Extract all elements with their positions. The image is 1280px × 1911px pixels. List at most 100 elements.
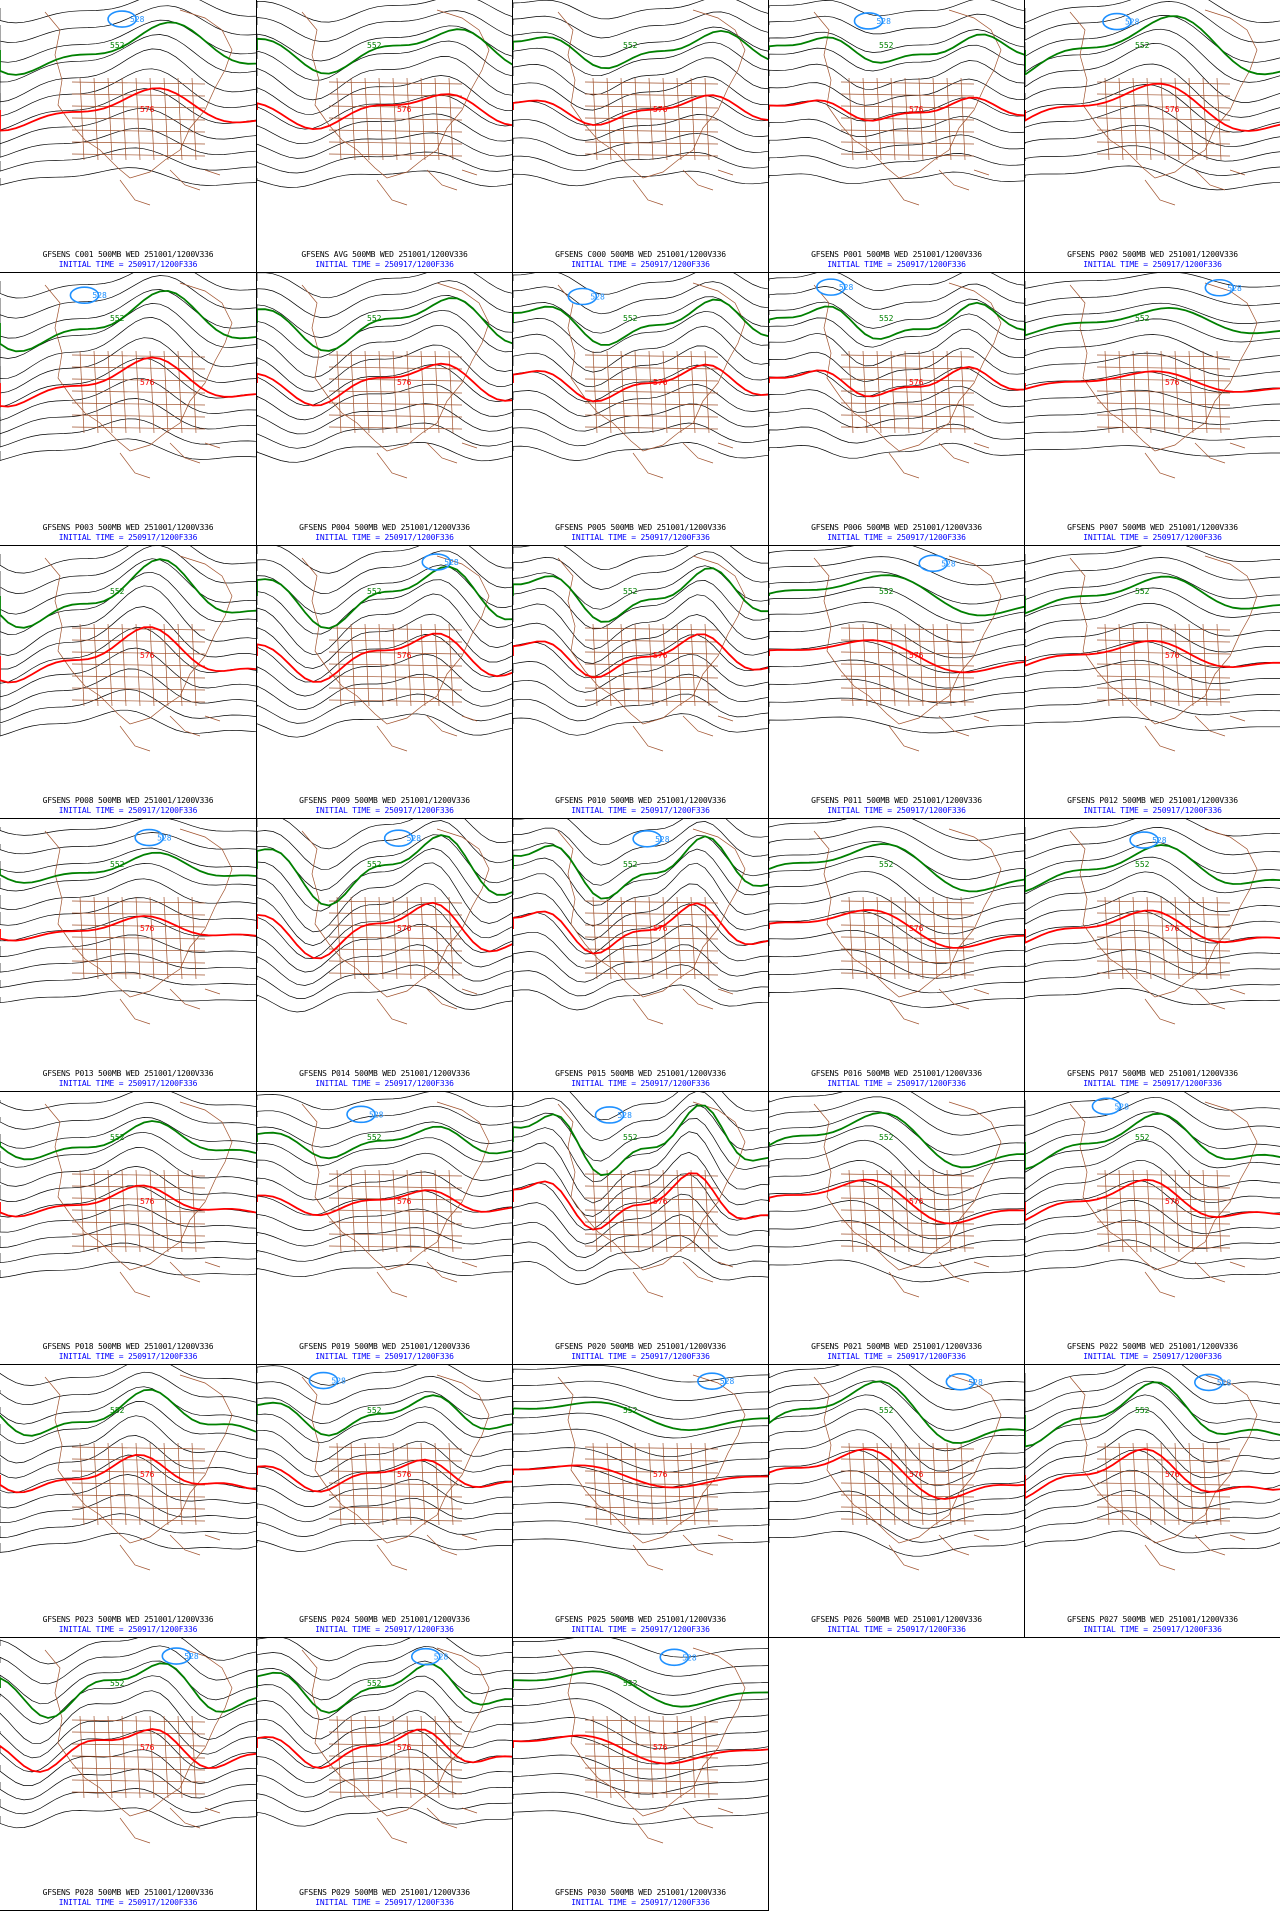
height-contour-line — [513, 151, 768, 172]
contour-552 — [513, 29, 768, 70]
state-boundary — [704, 1715, 710, 1799]
state-boundary — [1118, 623, 1124, 707]
state-boundary — [328, 651, 463, 655]
state-boundary — [704, 623, 710, 707]
state-boundary — [434, 1442, 440, 1526]
height-contour-line — [769, 1510, 1024, 1543]
state-boundary — [584, 366, 719, 370]
label-552: 552 — [1135, 41, 1150, 50]
height-contours — [513, 546, 768, 736]
contour-528 — [107, 10, 137, 28]
state-boundary — [584, 1506, 719, 1510]
height-contour-line — [0, 1768, 256, 1801]
label-576: 576 — [397, 105, 412, 114]
state-boundary — [584, 972, 719, 976]
state-boundary — [584, 687, 719, 691]
ensemble-panel: 552 576 528 GFSENS P025 500MB WED 251001/12… — [513, 1365, 769, 1638]
state-boundary — [876, 1169, 882, 1253]
state-boundary — [1096, 1209, 1231, 1213]
state-boundary — [840, 366, 975, 370]
state-boundary — [1202, 1442, 1208, 1526]
state-boundary — [584, 663, 719, 667]
height-contours — [513, 1638, 768, 1825]
contour-576 — [1025, 1448, 1280, 1500]
state-boundary — [71, 687, 206, 691]
state-boundary — [1118, 896, 1124, 980]
height-contours — [513, 0, 768, 187]
state-boundary — [676, 350, 682, 434]
height-contour-line — [257, 1478, 512, 1507]
state-boundary — [191, 77, 197, 161]
contour-576 — [769, 96, 1024, 122]
label-528: 528 — [655, 835, 670, 844]
height-contour-line — [1025, 1366, 1280, 1413]
contour-576 — [257, 1189, 512, 1217]
state-boundary — [946, 623, 952, 707]
state-boundary — [584, 1767, 719, 1771]
height-contour-line — [1025, 1365, 1280, 1393]
state-boundary — [350, 896, 356, 980]
caribbean-islands — [632, 169, 734, 206]
state-boundary — [79, 77, 85, 161]
height-contour-line — [257, 132, 512, 159]
state-boundary — [71, 1209, 206, 1213]
height-contour-line — [0, 1675, 256, 1725]
state-boundary — [1096, 105, 1231, 109]
height-contour-line — [513, 1502, 768, 1520]
state-boundary — [434, 1169, 440, 1253]
initial-time: INITIAL TIME = 250917/1200F336 — [315, 1898, 454, 1907]
coastline — [813, 1374, 1002, 1544]
height-contour-line — [0, 108, 256, 145]
height-contour-line — [769, 423, 1024, 444]
height-contour-line — [513, 1638, 768, 1658]
height-contour-line — [1025, 1259, 1280, 1280]
label-528: 528 — [331, 1377, 346, 1386]
height-contour-line — [1025, 621, 1280, 653]
state-boundary — [584, 924, 719, 928]
coastline — [557, 1101, 746, 1271]
state-boundary — [328, 687, 463, 691]
contour-552 — [0, 21, 256, 76]
state-boundary — [862, 77, 868, 161]
label-528: 528 — [617, 1111, 632, 1120]
height-contour-line — [769, 44, 1024, 72]
height-contour-line — [513, 1118, 768, 1183]
ensemble-panel: 552 576 528 GFSENS P027 500MB WED 251001/12… — [1025, 1365, 1280, 1638]
label-528: 528 — [968, 1378, 983, 1387]
height-map: 552 576 — [769, 1092, 1024, 1298]
height-contour-line — [257, 1227, 512, 1247]
state-boundary — [584, 960, 719, 964]
height-contour-line — [0, 546, 256, 594]
state-boundary — [1118, 77, 1124, 161]
state-boundary — [328, 639, 463, 643]
height-map: 552 576 — [513, 0, 768, 206]
label-576: 576 — [397, 1470, 412, 1479]
state-boundary — [71, 366, 206, 370]
coastline — [813, 9, 1002, 179]
height-contour-line — [0, 289, 256, 339]
state-boundary — [79, 1169, 85, 1253]
caribbean-islands — [1144, 988, 1246, 1025]
state-boundary — [448, 623, 454, 707]
state-boundary — [1096, 1197, 1231, 1201]
north-america-outline — [1069, 1374, 1258, 1571]
state-boundary — [163, 77, 169, 161]
height-contour-line — [0, 1386, 256, 1425]
label-552: 552 — [623, 860, 638, 869]
label-528: 528 — [1217, 1378, 1232, 1387]
state-boundary — [163, 1442, 169, 1526]
north-america-outline — [813, 555, 1002, 752]
label-528: 528 — [369, 1110, 384, 1119]
state-boundary — [592, 1442, 598, 1526]
height-contour-line — [1025, 587, 1280, 618]
ensemble-panel: 552 576 528 GFSENS P002 500MB WED 251001/12… — [1025, 0, 1280, 273]
state-boundary — [71, 402, 206, 406]
height-map: 552 576 528 — [769, 1365, 1024, 1571]
height-contour-line — [513, 281, 768, 315]
height-contour-line — [257, 1638, 512, 1662]
state-boundary — [71, 1518, 206, 1522]
state-boundary — [71, 639, 206, 643]
state-boundary — [328, 378, 463, 382]
initial-time: INITIAL TIME = 250917/1200F336 — [315, 260, 454, 269]
state-boundary — [328, 1209, 463, 1213]
